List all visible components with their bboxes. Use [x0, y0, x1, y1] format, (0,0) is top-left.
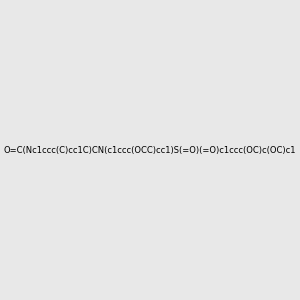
Text: O=C(Nc1ccc(C)cc1C)CN(c1ccc(OCC)cc1)S(=O)(=O)c1ccc(OC)c(OC)c1: O=C(Nc1ccc(C)cc1C)CN(c1ccc(OCC)cc1)S(=O)… [4, 146, 296, 154]
